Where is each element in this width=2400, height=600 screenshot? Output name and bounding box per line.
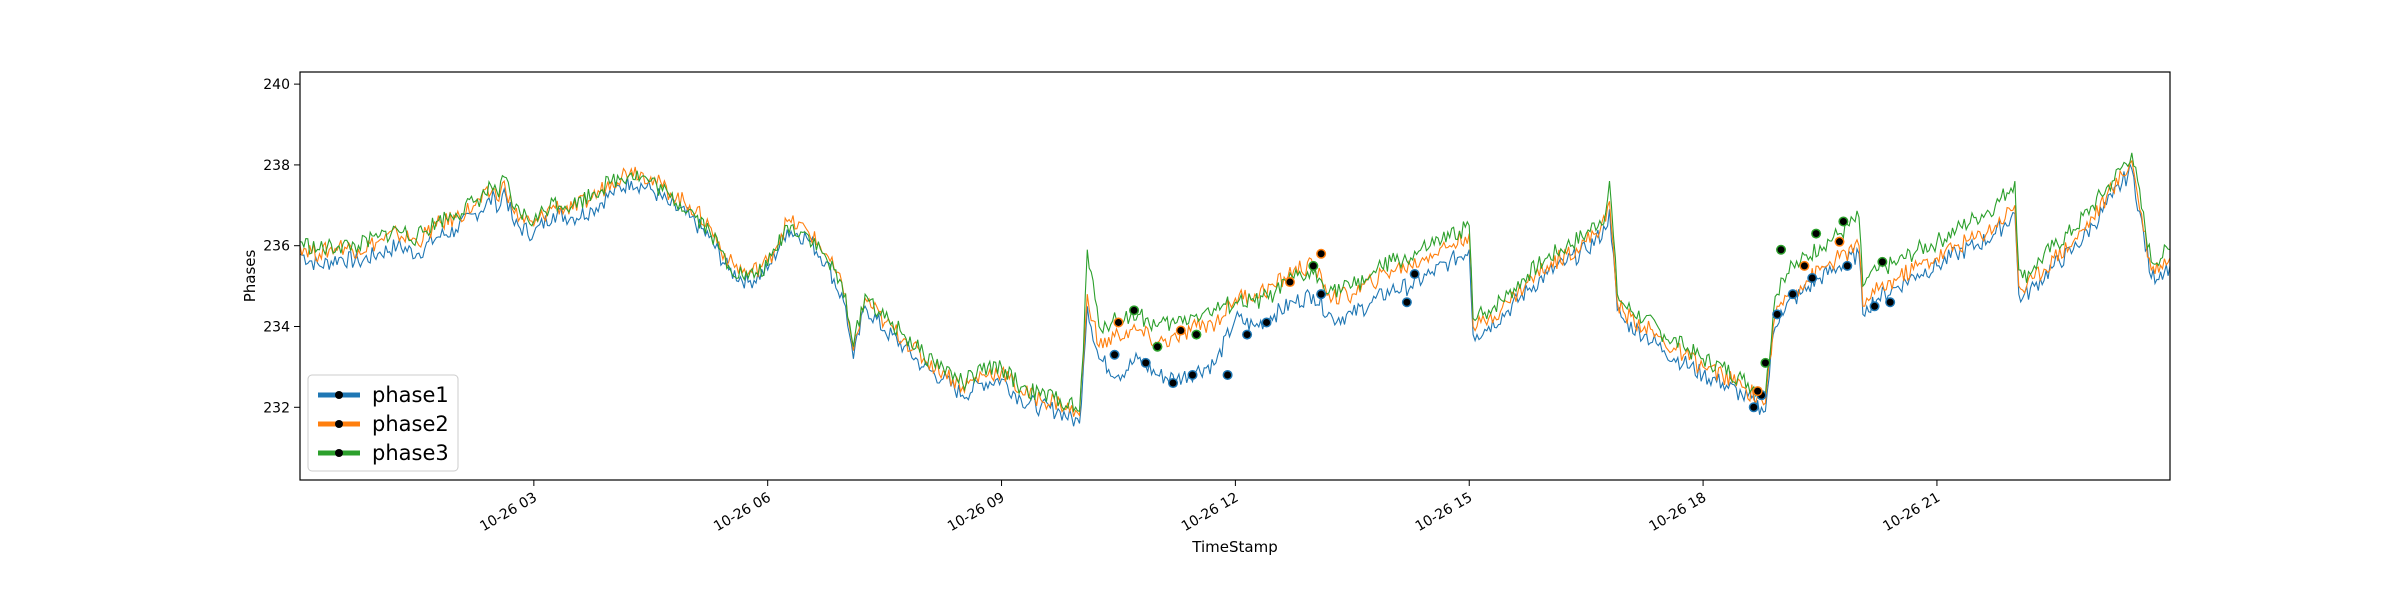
marker-point-phase1 [1772,309,1783,320]
marker-point-phase3 [1877,256,1888,267]
marker-point-phase1 [1109,349,1120,360]
marker-point-phase3 [1760,357,1771,368]
series-line-phase1 [299,161,2171,427]
legend-label: phase2 [372,412,449,436]
y-tick: 236 [263,239,300,255]
marker-point-phase3 [1838,216,1849,227]
marker-point-phase3 [1308,260,1319,271]
legend-label: phase3 [372,441,449,465]
marker-point-phase3 [1152,341,1163,352]
marker-point-phase1 [1787,289,1798,300]
series-layer [299,152,2171,427]
x-axis-label: TimeStamp [1191,538,1277,556]
marker-point-phase2 [1316,248,1327,259]
marker-point-phase3 [1811,228,1822,239]
marker-point-phase2 [1284,277,1295,288]
legend-marker [335,391,343,399]
y-tick-label: 232 [263,400,290,416]
y-axis-label: Phases [241,250,259,303]
marker-point-phase1 [1168,378,1179,389]
legend-items: phase1 phase2 phase3 [318,383,449,465]
marker-point-phase1 [1869,301,1880,312]
marker-point-phase1 [1242,329,1253,340]
y-tick-label: 236 [263,239,290,255]
marker-point-phase1 [1401,297,1412,308]
y-tick-label: 238 [263,158,290,174]
series-line-phase3 [299,152,2171,413]
legend-marker [335,420,343,428]
marker-point-phase1 [1885,297,1896,308]
legend-entry-phase1: phase1 [318,383,449,407]
marker-point-phase1 [1807,273,1818,284]
annotated-points-layer [1109,216,1896,413]
marker-point-phase3 [1129,305,1140,316]
y-axis-ticks: 232 234 236 238 240 [263,77,300,416]
legend-label: phase1 [372,383,449,407]
marker-point-phase2 [1834,236,1845,247]
legend-box [307,374,459,472]
marker-point-phase1 [1842,260,1853,271]
marker-point-phase1 [1316,289,1327,300]
legend-entry-phase3: phase3 [318,441,449,465]
marker-point-phase1 [1748,402,1759,413]
marker-point-phase1 [1409,268,1420,279]
marker-point-phase1 [1187,369,1198,380]
y-tick-label: 234 [263,319,290,335]
marker-point-phase1 [1222,369,1233,380]
marker-point-phase1 [1140,357,1151,368]
y-tick: 238 [263,158,300,174]
marker-point-phase2 [1113,317,1124,328]
legend: phase1 phase2 phase3 [307,374,459,472]
marker-point-phase3 [1776,244,1787,255]
marker-point-phase3 [1191,329,1202,340]
y-tick: 240 [263,77,300,93]
marker-point-phase2 [1799,260,1810,271]
legend-entry-phase2: phase2 [318,412,449,436]
y-tick: 232 [263,400,300,416]
marker-point-phase2 [1752,386,1763,397]
y-tick-label: 240 [263,77,290,93]
marker-point-phase2 [1175,325,1186,336]
marker-point-phase1 [1261,317,1272,328]
legend-marker [335,449,343,457]
y-tick: 234 [263,319,300,335]
